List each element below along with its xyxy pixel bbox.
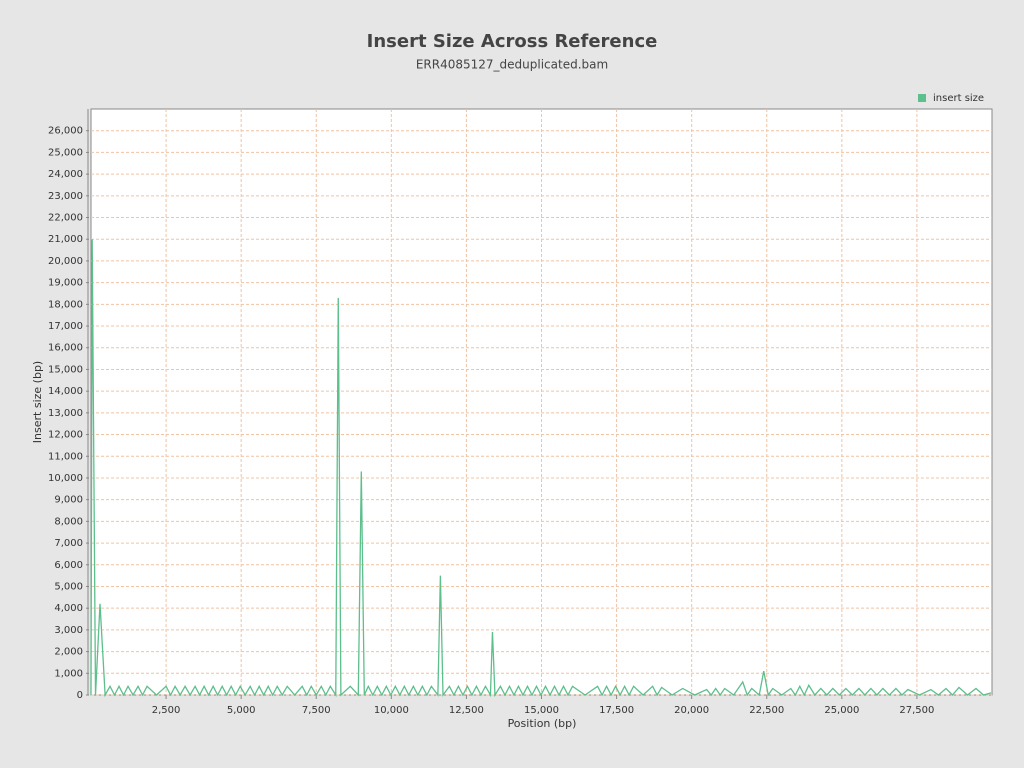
y-tick-label: 18,000 bbox=[48, 299, 83, 310]
y-tick-label: 14,000 bbox=[48, 386, 83, 397]
legend-label: insert size bbox=[933, 93, 984, 104]
y-tick-label: 5,000 bbox=[54, 581, 83, 592]
y-tick-label: 15,000 bbox=[48, 364, 83, 375]
x-tick-label: 27,500 bbox=[899, 705, 934, 716]
x-tick-label: 5,000 bbox=[227, 705, 256, 716]
y-tick-label: 16,000 bbox=[48, 343, 83, 354]
y-tick-label: 22,000 bbox=[48, 213, 83, 224]
y-tick-label: 4,000 bbox=[54, 603, 83, 614]
y-tick-label: 2,000 bbox=[54, 647, 83, 658]
y-tick-label: 0 bbox=[77, 690, 83, 701]
y-tick-label: 6,000 bbox=[54, 560, 83, 571]
y-tick-label: 11,000 bbox=[48, 451, 83, 462]
x-axis-label: Position (bp) bbox=[508, 717, 577, 730]
y-tick-label: 19,000 bbox=[48, 278, 83, 289]
chart-title: Insert Size Across Reference bbox=[367, 31, 658, 52]
y-tick-label: 12,000 bbox=[48, 430, 83, 441]
y-axis-label: Insert size (bp) bbox=[31, 361, 44, 443]
x-tick-label: 25,000 bbox=[824, 705, 859, 716]
y-tick-label: 8,000 bbox=[54, 516, 83, 527]
x-tick-label: 17,500 bbox=[599, 705, 634, 716]
y-tick-label: 20,000 bbox=[48, 256, 83, 267]
y-tick-label: 24,000 bbox=[48, 169, 83, 180]
legend-swatch bbox=[918, 94, 926, 102]
y-tick-label: 23,000 bbox=[48, 191, 83, 202]
y-tick-label: 13,000 bbox=[48, 408, 83, 419]
y-tick-label: 1,000 bbox=[54, 668, 83, 679]
x-tick-label: 10,000 bbox=[374, 705, 409, 716]
x-tick-label: 7,500 bbox=[302, 705, 331, 716]
y-tick-label: 25,000 bbox=[48, 147, 83, 158]
x-tick-label: 15,000 bbox=[524, 705, 559, 716]
y-tick-label: 21,000 bbox=[48, 234, 83, 245]
x-tick-label: 2,500 bbox=[152, 705, 181, 716]
x-tick-label: 12,500 bbox=[449, 705, 484, 716]
y-tick-label: 9,000 bbox=[54, 495, 83, 506]
chart-subtitle: ERR4085127_deduplicated.bam bbox=[416, 58, 608, 72]
data-line bbox=[90, 239, 992, 698]
y-tick-label: 26,000 bbox=[48, 126, 83, 137]
y-tick-label: 17,000 bbox=[48, 321, 83, 332]
x-tick-label: 22,500 bbox=[749, 705, 784, 716]
y-tick-label: 7,000 bbox=[54, 538, 83, 549]
y-tick-label: 3,000 bbox=[54, 625, 83, 636]
x-tick-label: 20,000 bbox=[674, 705, 709, 716]
y-tick-label: 10,000 bbox=[48, 473, 83, 484]
